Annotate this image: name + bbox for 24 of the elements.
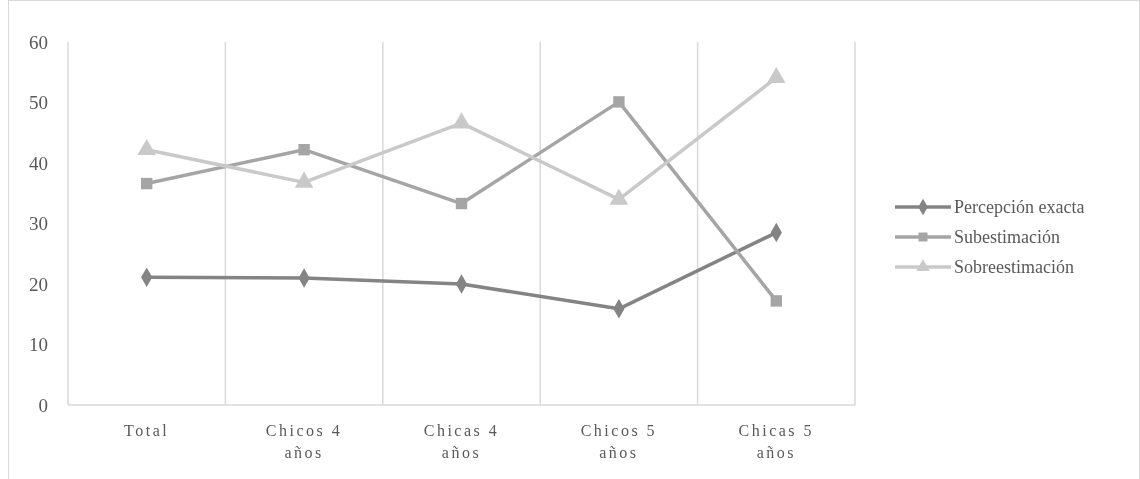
point — [137, 138, 157, 156]
x-tick-label: Chicos 5 años — [580, 422, 658, 461]
point — [298, 143, 310, 156]
y-tick-label: 0 — [38, 394, 48, 416]
legend-label: Sobreestimación — [954, 257, 1074, 278]
legend-label: Subestimación — [954, 227, 1060, 248]
point — [452, 112, 471, 129]
y-tick-label: 20 — [29, 273, 48, 295]
point — [294, 171, 314, 188]
y-tick-label: 30 — [29, 213, 48, 235]
point — [455, 197, 468, 210]
y-tick-label: 40 — [29, 152, 48, 174]
x-tick-label: Chicos 4 años — [265, 422, 343, 461]
point — [770, 295, 782, 307]
y-tick-label: 10 — [29, 334, 48, 356]
legend-label: Percepción exacta — [954, 197, 1085, 218]
x-tick-label: Chicas 4 años — [423, 422, 500, 461]
point — [141, 177, 153, 190]
point — [609, 188, 629, 205]
y-tick-label: 50 — [29, 92, 48, 114]
x-tick-label: Total — [124, 422, 170, 439]
y-tick-label: 60 — [29, 31, 48, 53]
x-tick-label: Chicas 5 años — [738, 422, 815, 461]
point — [766, 66, 786, 84]
